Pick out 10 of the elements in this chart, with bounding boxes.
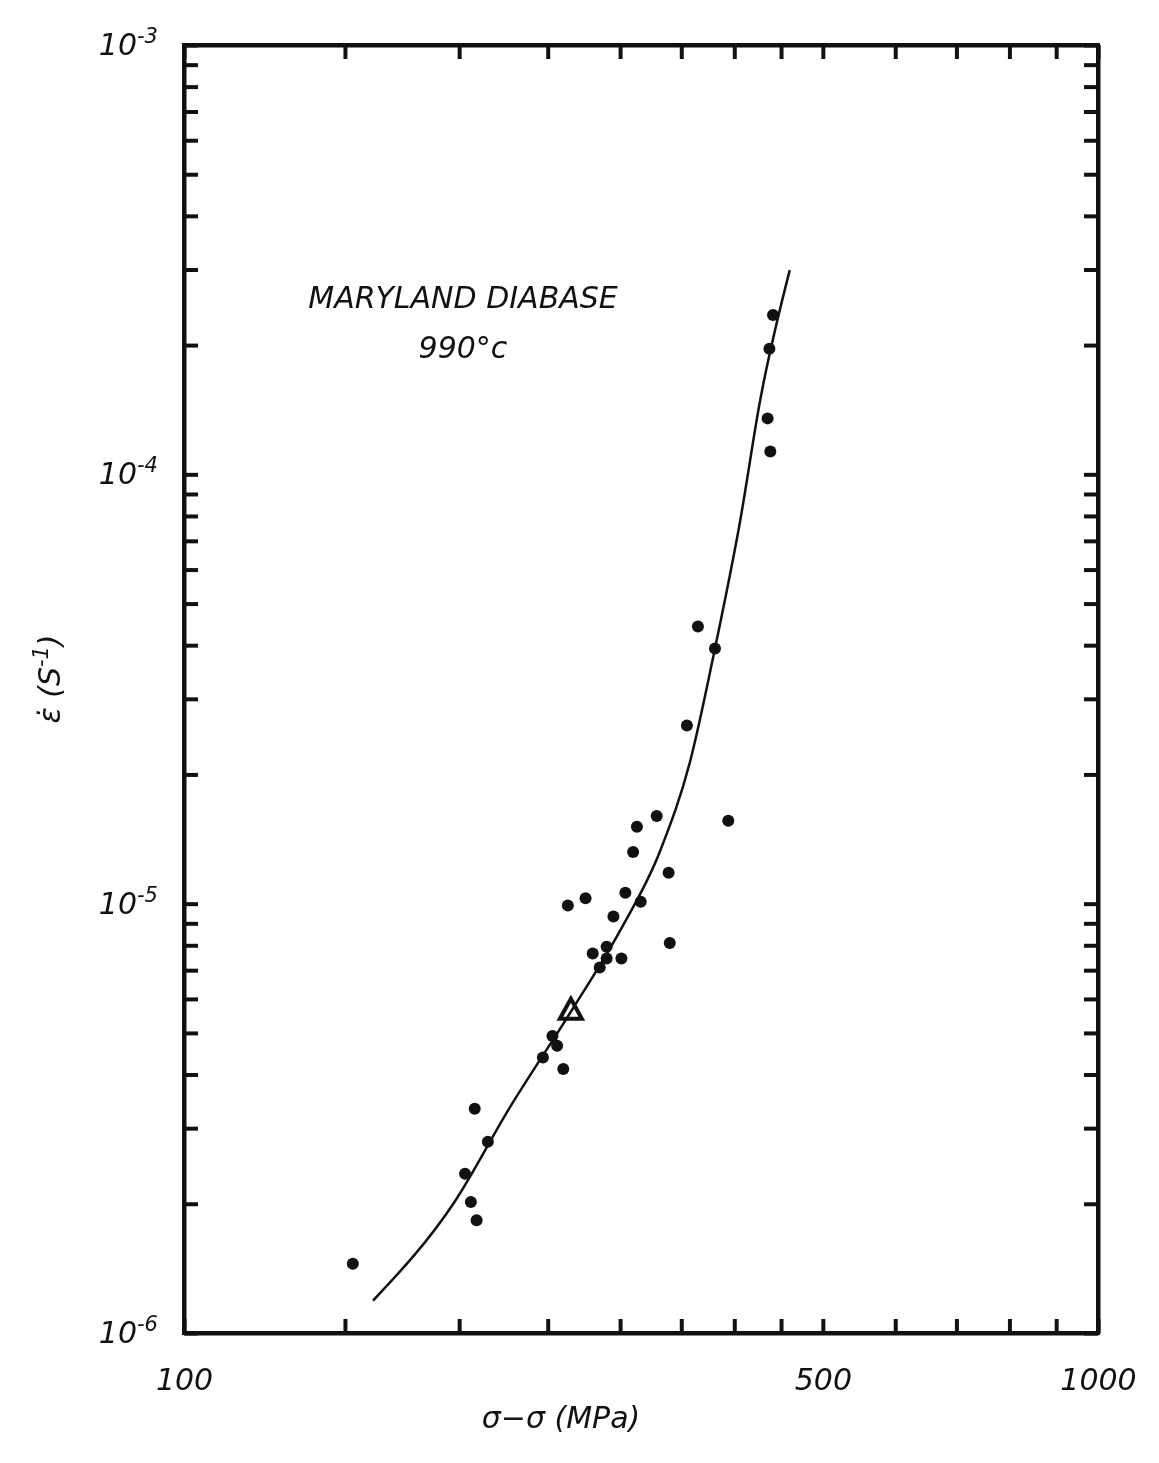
x-axis-title: σ−σ (MPa) <box>481 1400 641 1435</box>
y-tick-label: 10$^{-4}$ <box>98 453 158 492</box>
y-tick-label: 10$^{-3}$ <box>98 24 158 63</box>
x-tick-label: 1000 <box>1060 1362 1137 1398</box>
x-tick-label: 100 <box>155 1362 214 1398</box>
y-tick-label: 10$^{-5}$ <box>98 882 158 921</box>
x-tick-label: 500 <box>794 1362 852 1398</box>
y-tick-label: 10$^{-6}$ <box>98 1312 158 1351</box>
annotation: 990°c <box>418 330 508 365</box>
annotation: MARYLAND DIABASE <box>308 280 618 315</box>
